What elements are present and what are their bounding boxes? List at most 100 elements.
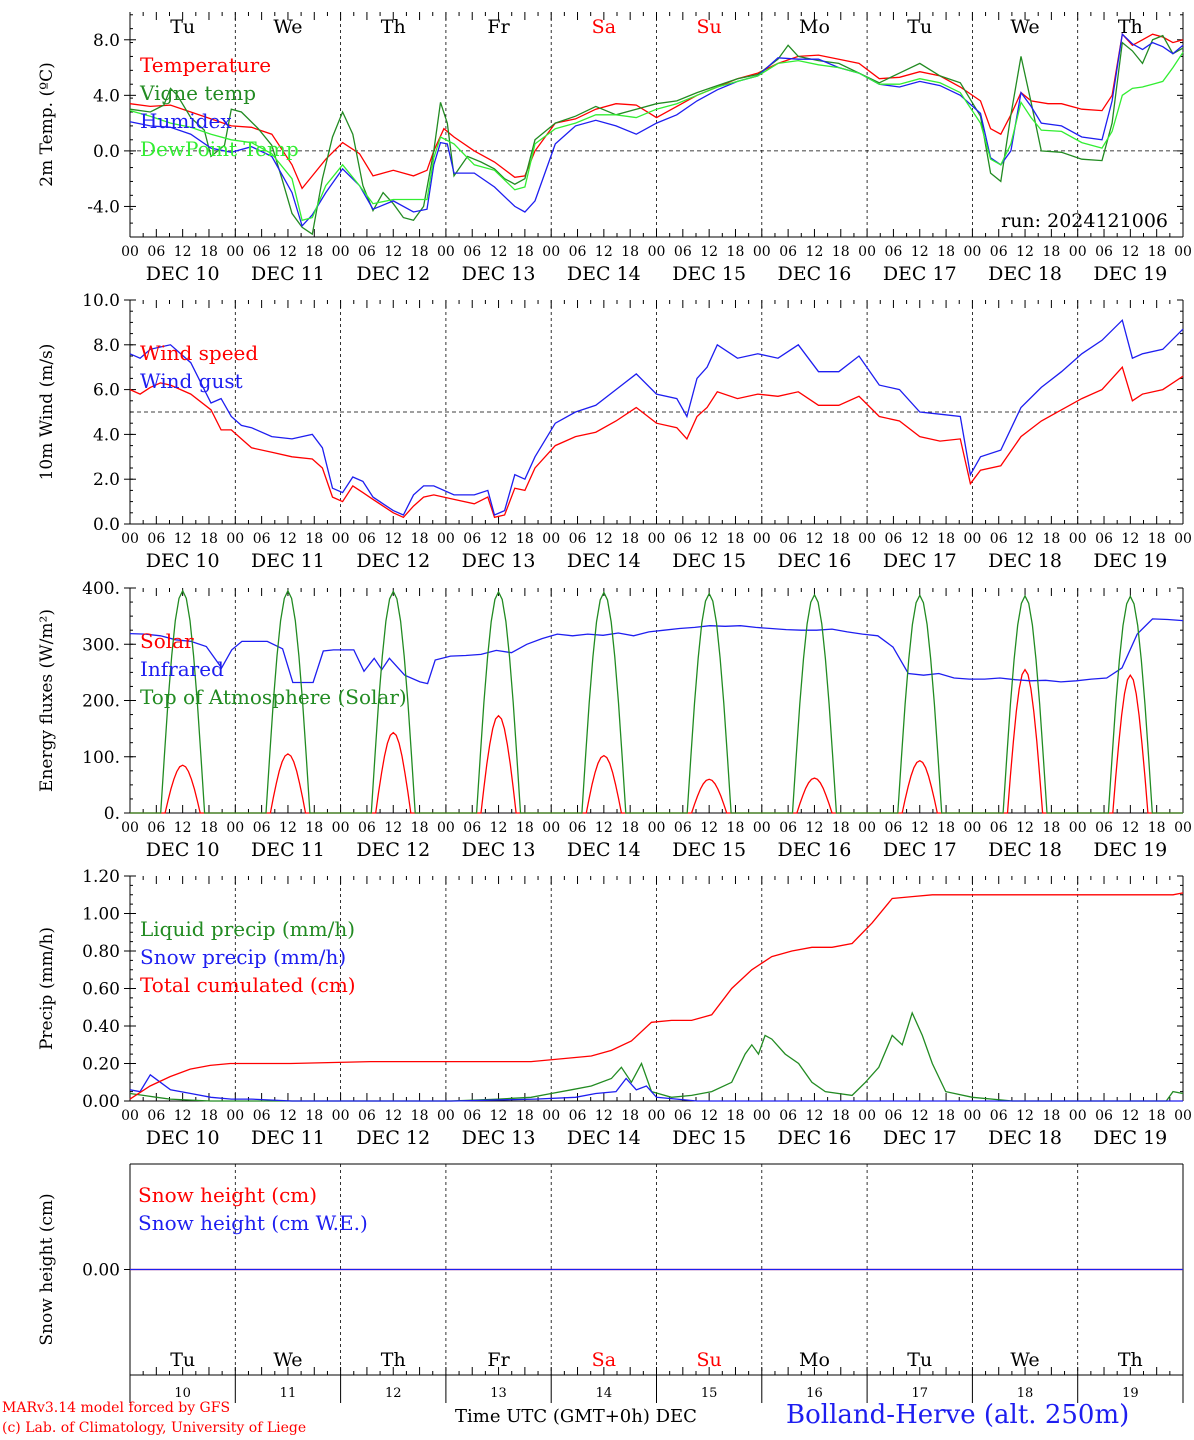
hour-tick-label: 18	[832, 1108, 850, 1124]
hour-tick-label: 00	[437, 531, 455, 547]
hour-tick-label: 06	[779, 244, 797, 260]
hour-tick-label: 12	[1121, 1108, 1139, 1124]
hour-tick-label: 06	[569, 1108, 587, 1124]
hour-tick-label: 12	[490, 820, 508, 836]
hour-tick-label: 12	[384, 1108, 402, 1124]
hour-tick-label: 00	[753, 820, 771, 836]
hour-tick-label: 18	[1042, 820, 1060, 836]
hour-tick-label: 12	[384, 531, 402, 547]
hour-tick-label: 18	[200, 820, 218, 836]
hour-tick-label: 00	[332, 1108, 350, 1124]
hour-tick-label: 18	[937, 820, 955, 836]
hour-tick-label: 00	[753, 244, 771, 260]
hour-tick-label: 00	[437, 244, 455, 260]
y-tick-label: 1.20	[82, 867, 120, 887]
hour-tick-label: 18	[516, 1108, 534, 1124]
hour-tick-label: 18	[937, 244, 955, 260]
panel-wind: 0.0 2.0 4.0 6.0 8.0 10.0 10m Wind (m/s) Wind sp…	[37, 291, 1192, 572]
y-tick-label: 2.0	[93, 470, 120, 490]
series-line-dewpoint-temp	[129, 51, 1184, 222]
credit-line-2: (c) Lab. of Climatology, University of L…	[2, 1420, 307, 1436]
date-label: DEC 11	[251, 839, 325, 861]
hour-tick-label: 06	[990, 531, 1008, 547]
y-tick-label: 0.0	[93, 142, 120, 162]
hour-tick-label: 00	[542, 1108, 560, 1124]
date-label: DEC 13	[462, 839, 536, 861]
hour-tick-label: 18	[516, 244, 534, 260]
hour-tick-label: 12	[911, 531, 929, 547]
weekday-label: Tu	[907, 16, 932, 38]
hour-tick-label: 06	[885, 1108, 903, 1124]
hour-tick-label: 06	[885, 820, 903, 836]
hour-tick-label: 00	[121, 244, 139, 260]
hour-tick-label: 18	[937, 531, 955, 547]
hour-tick-label: 18	[200, 1108, 218, 1124]
y-tick-label: 4.0	[93, 425, 120, 445]
hour-tick-label: 12	[806, 244, 824, 260]
weekday-label: We	[1010, 16, 1039, 38]
legend-entry: Solar	[140, 629, 194, 653]
hour-tick-label: 00	[648, 531, 666, 547]
hour-tick-label: 18	[1042, 244, 1060, 260]
date-label: DEC 14	[567, 1127, 641, 1149]
panel-precip: 0.00 0.20 0.40 0.60 0.80 1.00 1.20 Precip (mm/h…	[37, 867, 1192, 1149]
date-label: DEC 18	[988, 839, 1062, 861]
y-axis-label: 10m Wind (m/s)	[37, 344, 57, 481]
hour-tick-label: 00	[1174, 1108, 1192, 1124]
y-tick-label: 200.	[82, 692, 120, 712]
hour-tick-label: 00	[753, 1108, 771, 1124]
hour-tick-label: 00	[1174, 820, 1192, 836]
hour-tick-label: 12	[700, 244, 718, 260]
hour-tick-label: 00	[542, 531, 560, 547]
hour-tick-label: 00	[332, 820, 350, 836]
hour-tick-label: 18	[727, 1108, 745, 1124]
date-label: DEC 14	[567, 263, 641, 285]
hour-tick-label: 06	[463, 1108, 481, 1124]
date-label: DEC 13	[462, 550, 536, 572]
hour-tick-label: 06	[358, 244, 376, 260]
hour-tick-label: 12	[806, 1108, 824, 1124]
hour-tick-label: 06	[358, 820, 376, 836]
hour-tick-label: 06	[147, 1108, 165, 1124]
hour-tick-label: 06	[674, 244, 692, 260]
series-line-temperature	[129, 32, 1184, 190]
legend-entry: Humidex	[140, 109, 232, 133]
hour-tick-label: 00	[648, 1108, 666, 1124]
date-label: DEC 11	[251, 550, 325, 572]
hour-tick-label: 12	[1121, 820, 1139, 836]
date-label: DEC 16	[778, 550, 852, 572]
series-line-wind-gust	[129, 318, 1184, 516]
hour-tick-label: 12	[595, 244, 613, 260]
hour-tick-label: 06	[253, 244, 271, 260]
x-axis-label: Time UTC (GMT+0h) DEC	[455, 1406, 697, 1427]
date-label: DEC 15	[672, 839, 746, 861]
hour-tick-label: 12	[911, 1108, 929, 1124]
legend-entry: DewPoint Temp	[140, 137, 299, 161]
hour-tick-label: 06	[674, 531, 692, 547]
hour-tick-label: 12	[279, 820, 297, 836]
y-tick-label: 0.0	[93, 515, 120, 535]
hour-tick-label: 06	[569, 244, 587, 260]
y-tick-label: 0.00	[82, 1261, 120, 1281]
hour-tick-label: 06	[990, 820, 1008, 836]
weekday-label: Th	[1118, 1349, 1143, 1371]
day-number-label: 10	[174, 1386, 191, 1401]
y-tick-label: 0.60	[82, 980, 120, 1000]
hour-tick-label: 00	[1174, 244, 1192, 260]
hour-tick-label: 18	[411, 531, 429, 547]
legend-entry: Snow precip (mm/h)	[140, 945, 346, 969]
date-label: DEC 10	[146, 550, 220, 572]
weekday-label: Mo	[799, 1349, 830, 1371]
weekday-label: Tu	[170, 1349, 195, 1371]
hour-tick-label: 18	[832, 820, 850, 836]
hour-tick-label: 06	[147, 531, 165, 547]
hour-tick-label: 18	[516, 531, 534, 547]
hour-tick-label: 12	[490, 1108, 508, 1124]
y-tick-label: 8.0	[93, 336, 120, 356]
y-tick-label: 10.0	[82, 291, 120, 311]
hour-tick-label: 18	[305, 244, 323, 260]
hour-tick-label: 06	[1095, 531, 1113, 547]
hour-tick-label: 00	[753, 531, 771, 547]
hour-tick-label: 12	[806, 531, 824, 547]
hour-tick-label: 00	[332, 531, 350, 547]
